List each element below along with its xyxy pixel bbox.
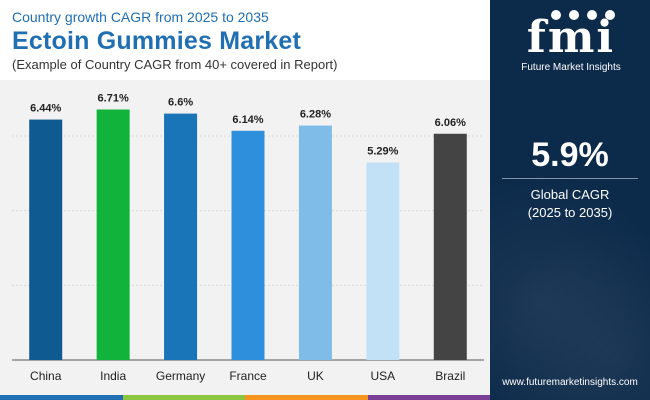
fmi-logo: fmi Future Market Insights xyxy=(512,8,630,74)
data-label-uk: 6.28% xyxy=(300,109,331,121)
x-tick-label-usa: USA xyxy=(371,369,396,383)
logo-dot-icon xyxy=(551,10,561,20)
logo-dot-icon xyxy=(569,10,579,20)
x-tick-label-china: China xyxy=(30,369,62,383)
logo-dot-icon xyxy=(587,10,597,20)
x-tick-label-germany: Germany xyxy=(156,369,205,383)
strip-segment xyxy=(122,395,245,400)
chart-title: Ectoin Gummies Market xyxy=(12,27,302,55)
bar-usa xyxy=(366,162,400,360)
chart-area: 6.44% China 6.71% India 6.6% Germany 6.14% Fran… xyxy=(0,80,490,395)
x-tick-label-france: France xyxy=(229,369,267,383)
data-label-china: 6.44% xyxy=(30,103,61,115)
chart-header: Country growth CAGR from 2025 to 2035 Ec… xyxy=(0,0,490,80)
bar-uk xyxy=(298,125,332,360)
x-tick-label-india: India xyxy=(100,369,126,383)
strip-segment xyxy=(0,395,123,400)
strip-segment xyxy=(367,395,490,400)
global-cagr-period: (2025 to 2035) xyxy=(527,205,613,220)
cagr-divider xyxy=(502,178,638,179)
data-label-france: 6.14% xyxy=(232,114,263,126)
data-label-usa: 5.29% xyxy=(367,146,398,158)
bar-germany xyxy=(164,113,198,360)
sidebar-panel: fmi Future Market Insights 5.9% Global C… xyxy=(490,0,650,400)
strip-segment xyxy=(245,395,368,400)
website-link[interactable]: www.futuremarketinsights.com xyxy=(502,377,638,388)
bar-france xyxy=(231,130,265,360)
x-tick-label-brazil: Brazil xyxy=(435,369,465,383)
data-label-germany: 6.6% xyxy=(168,97,193,109)
logo-icons xyxy=(551,10,615,20)
data-label-brazil: 6.06% xyxy=(435,117,466,129)
logo-letters: fmi xyxy=(526,12,616,63)
global-cagr-value: 5.9% xyxy=(531,136,609,174)
global-cagr-label: Global CAGR xyxy=(530,187,610,202)
chart-subtitle: Country growth CAGR from 2025 to 2035 xyxy=(12,9,269,25)
logo-dot-icon xyxy=(605,10,615,20)
data-label-india: 6.71% xyxy=(98,92,129,104)
bottom-color-strip xyxy=(0,395,490,400)
bar-brazil xyxy=(433,133,467,360)
bar-india xyxy=(96,109,130,360)
chart-note: (Example of Country CAGR from 40+ covere… xyxy=(12,57,338,72)
bar-china xyxy=(29,119,63,360)
logo-subtitle: Future Market Insights xyxy=(521,62,621,73)
bar-chart: 6.44% China 6.71% India 6.6% Germany 6.14% Fran… xyxy=(12,92,484,383)
x-tick-label-uk: UK xyxy=(307,369,324,383)
